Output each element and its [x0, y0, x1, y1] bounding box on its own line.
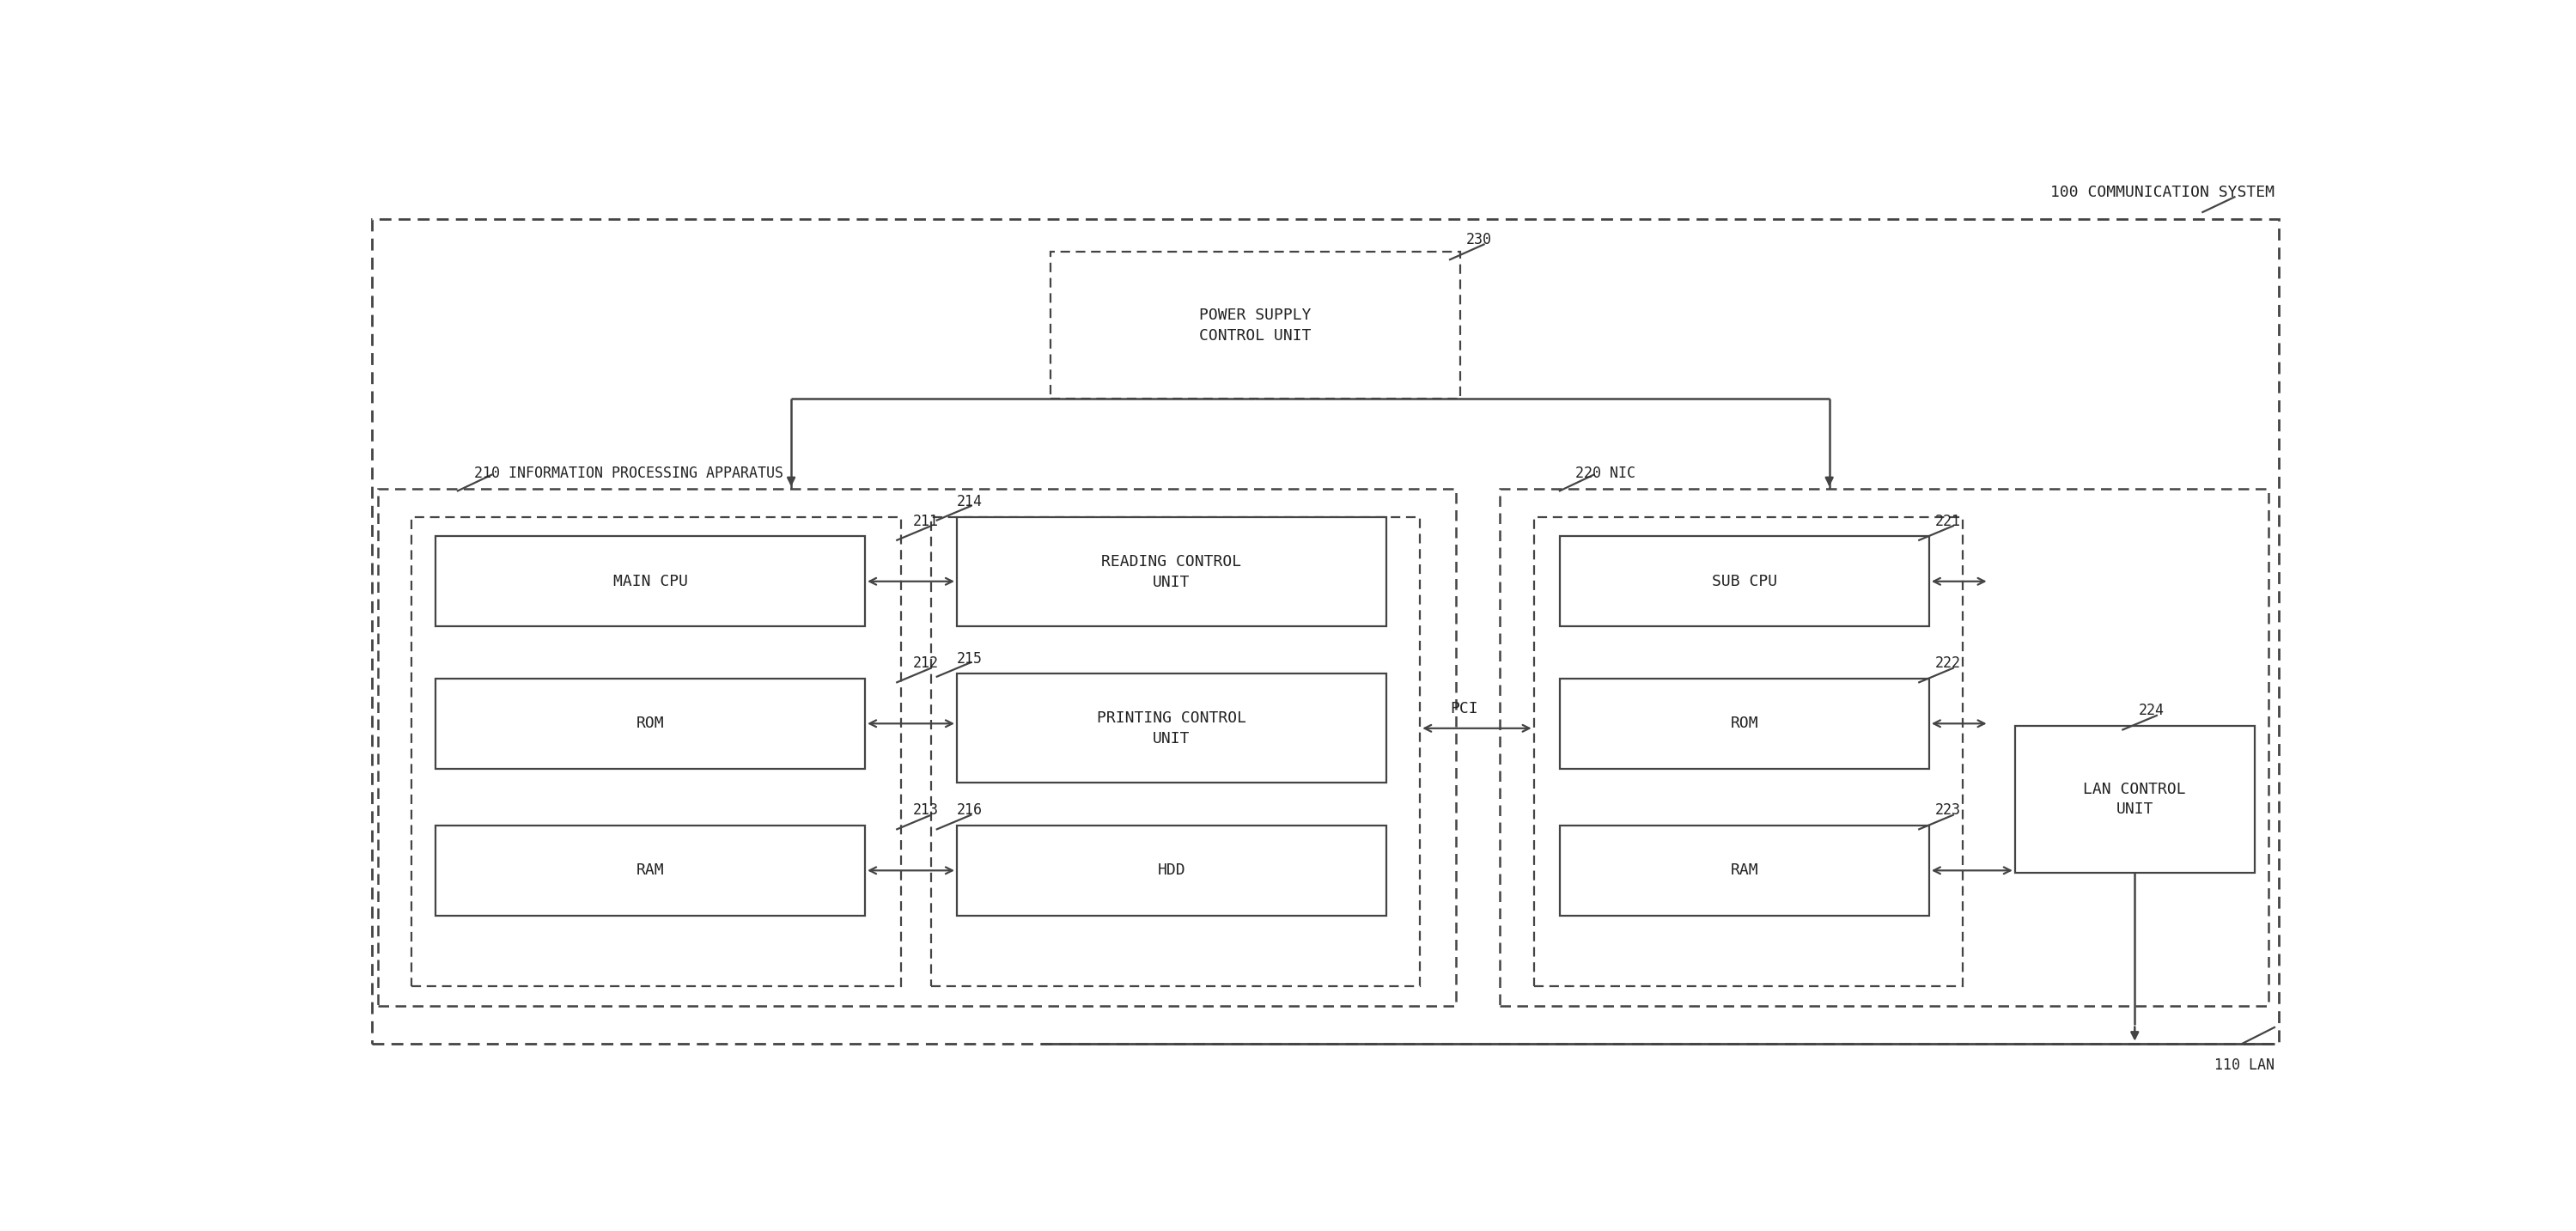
- Text: RAM: RAM: [1731, 863, 1759, 878]
- Text: READING CONTROL
UNIT: READING CONTROL UNIT: [1103, 554, 1242, 590]
- Text: 224: 224: [2138, 703, 2164, 719]
- Bar: [956, 517, 1386, 627]
- Bar: [435, 826, 866, 916]
- Bar: [1533, 517, 1963, 986]
- Bar: [956, 673, 1386, 783]
- Text: 213: 213: [912, 803, 938, 817]
- Text: 221: 221: [1935, 513, 1960, 529]
- Bar: [1051, 252, 1461, 399]
- Text: RAM: RAM: [636, 863, 665, 878]
- Text: PRINTING CONTROL
UNIT: PRINTING CONTROL UNIT: [1097, 710, 1247, 746]
- Bar: [435, 537, 866, 627]
- Bar: [1558, 678, 1929, 768]
- Bar: [379, 489, 1455, 1006]
- Text: 212: 212: [912, 655, 938, 671]
- Text: HDD: HDD: [1157, 863, 1185, 878]
- Bar: [412, 517, 902, 986]
- Bar: [1558, 537, 1929, 627]
- Text: 216: 216: [956, 803, 981, 817]
- Text: PCI: PCI: [1450, 702, 1479, 716]
- Text: 220 NIC: 220 NIC: [1577, 465, 1636, 481]
- Text: 214: 214: [956, 495, 981, 510]
- Text: ROM: ROM: [636, 715, 665, 731]
- Text: 110 LAN: 110 LAN: [2215, 1057, 2275, 1073]
- Text: MAIN CPU: MAIN CPU: [613, 574, 688, 590]
- Bar: [956, 826, 1386, 916]
- Bar: [2014, 726, 2254, 873]
- Text: 210 INFORMATION PROCESSING APPARATUS: 210 INFORMATION PROCESSING APPARATUS: [474, 465, 783, 481]
- Bar: [930, 517, 1419, 986]
- Text: 230: 230: [1466, 231, 1492, 247]
- Text: POWER SUPPLY
CONTROL UNIT: POWER SUPPLY CONTROL UNIT: [1200, 308, 1311, 343]
- Text: 211: 211: [912, 513, 938, 529]
- Bar: [371, 219, 2277, 1044]
- Text: LAN CONTROL
UNIT: LAN CONTROL UNIT: [2084, 782, 2187, 817]
- Text: 222: 222: [1935, 655, 1960, 671]
- Text: SUB CPU: SUB CPU: [1710, 574, 1777, 590]
- Text: 100 COMMUNICATION SYSTEM: 100 COMMUNICATION SYSTEM: [2050, 185, 2275, 199]
- Text: 223: 223: [1935, 803, 1960, 817]
- Bar: [435, 678, 866, 768]
- Bar: [1558, 826, 1929, 916]
- Text: ROM: ROM: [1731, 715, 1759, 731]
- Bar: [1499, 489, 2269, 1006]
- Text: 215: 215: [956, 651, 981, 666]
